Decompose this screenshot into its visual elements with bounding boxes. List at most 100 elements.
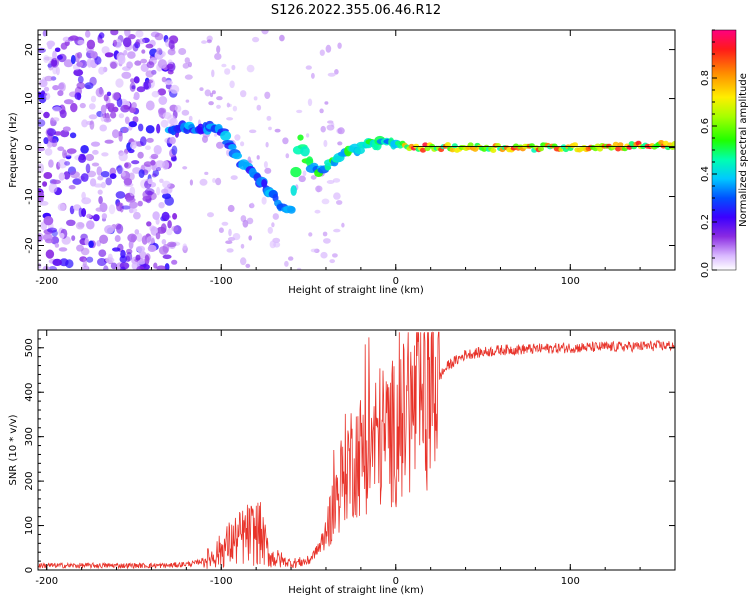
noise-blob (71, 235, 76, 242)
colorbar-tick-label: 0.2 (700, 214, 711, 230)
noise-blob (109, 173, 117, 180)
noise-blob (161, 211, 170, 222)
noise-blob (240, 141, 245, 147)
noise-blob (94, 56, 102, 65)
noise-blob (125, 255, 131, 263)
noise-blob (92, 214, 100, 222)
noise-blob (47, 227, 58, 233)
noise-blob (156, 167, 161, 172)
y-tick-label: 0 (24, 567, 35, 573)
noise-blob (50, 57, 60, 68)
noise-blob (240, 90, 247, 98)
noise-blob (153, 145, 162, 155)
noise-blob (99, 124, 107, 132)
noise-blob (100, 112, 105, 122)
noise-blob (252, 36, 260, 43)
noise-blob (91, 162, 100, 167)
noise-blob (314, 209, 321, 214)
noise-blob (143, 161, 153, 167)
noise-blob (232, 233, 241, 241)
noise-blob (145, 145, 151, 150)
noise-blob (45, 249, 55, 259)
noise-blob (135, 245, 146, 253)
noise-blob (229, 80, 235, 89)
noise-blob (95, 87, 105, 98)
noise-blob (105, 177, 112, 186)
noise-blob (77, 75, 84, 84)
noise-blob (63, 171, 71, 180)
noise-blob (157, 59, 167, 69)
noise-blob (73, 204, 82, 211)
noise-blob (306, 133, 310, 138)
noise-blob (116, 164, 123, 175)
noise-blob (77, 39, 85, 45)
spectrogram-xlabel: Height of straight line (km) (288, 285, 424, 296)
noise-blob (160, 223, 167, 234)
noise-blob (145, 70, 154, 78)
noise-blob (43, 92, 51, 100)
noise-blob (182, 243, 188, 251)
noise-blob (62, 126, 71, 132)
noise-blob (134, 60, 142, 66)
noise-blob (111, 92, 120, 101)
noise-blob (274, 128, 281, 133)
noise-blob (38, 163, 44, 173)
noise-blob (116, 97, 123, 108)
noise-blob (63, 99, 74, 105)
noise-blob (178, 48, 187, 55)
noise-blob (88, 103, 96, 110)
noise-blob (100, 181, 106, 189)
noise-blob (296, 267, 302, 270)
spectral-peak (290, 185, 297, 196)
noise-blob (250, 202, 254, 209)
noise-blob (166, 63, 174, 70)
noise-blob (336, 200, 343, 205)
noise-blob (214, 53, 222, 60)
noise-blob (155, 232, 161, 240)
noise-blob (226, 117, 234, 121)
noise-blob (151, 90, 160, 98)
noise-blob (329, 259, 336, 264)
noise-blob (85, 30, 91, 38)
noise-blob (70, 102, 78, 113)
noise-blob (48, 159, 54, 168)
x-tick-label: -100 (210, 576, 233, 587)
noise-blob (145, 79, 154, 84)
noise-blob (140, 58, 148, 64)
noise-blob (161, 188, 169, 195)
noise-blob (89, 76, 97, 86)
noise-blob (271, 222, 275, 228)
noise-blob (64, 161, 71, 166)
noise-blob (133, 76, 140, 84)
noise-blob (216, 45, 221, 54)
noise-blob (81, 119, 88, 128)
noise-blob (38, 142, 42, 148)
noise-blob (326, 180, 335, 184)
noise-blob (129, 186, 136, 197)
noise-blob (296, 109, 303, 114)
noise-blob (225, 240, 233, 244)
noise-blob (43, 111, 50, 119)
spectral-peak (287, 206, 296, 214)
colorbar-tick-label: 0.4 (700, 166, 711, 182)
spectral-peak (449, 147, 456, 153)
noise-blob (85, 163, 91, 174)
noise-blob (184, 57, 190, 64)
noise-blob (57, 146, 65, 151)
noise-blob (172, 213, 178, 220)
spectral-peak (572, 142, 578, 148)
noise-blob (147, 244, 157, 252)
noise-blob (92, 149, 99, 155)
noise-blob (115, 191, 126, 199)
y-tick-label: -20 (24, 237, 35, 253)
spectral-peak (617, 142, 624, 148)
noise-blob (76, 82, 86, 90)
spectral-peak (444, 142, 451, 148)
noise-blob (184, 74, 193, 80)
y-tick-label: 200 (24, 472, 35, 491)
noise-blob (181, 109, 190, 116)
noise-blob (98, 249, 107, 257)
noise-blob (158, 202, 165, 209)
noise-blob (204, 89, 211, 97)
